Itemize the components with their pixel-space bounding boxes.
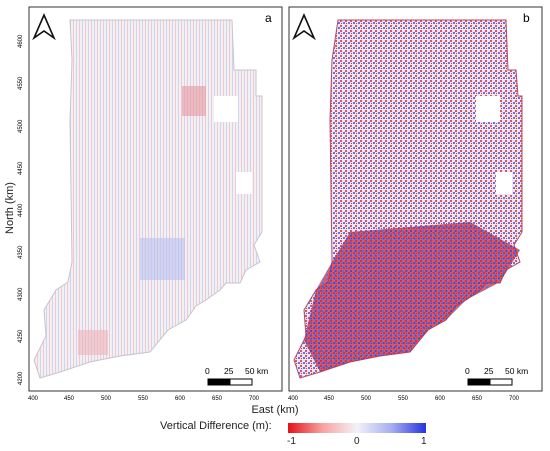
x-tick: 700 [249,396,260,402]
legend-title: Vertical Difference (m): [160,420,272,432]
panel-b-letter: b [523,11,530,25]
map-a-block-red2 [78,330,108,355]
scale-label-25: 25 [484,366,494,376]
y-tick: 4350 [18,245,24,259]
x-tick: 700 [509,396,520,402]
legend-colorbar [288,423,426,433]
map-b-dense-south [304,222,520,372]
x-ticks-a: 400 450 500 550 600 650 700 [28,396,260,402]
y-tick: 4500 [18,119,24,133]
north-arrow-icon [292,12,316,41]
y-tick: 4450 [18,161,24,175]
map-b-gap [476,96,500,122]
map-b-gap2 [496,172,512,194]
x-tick: 650 [472,396,483,402]
scale-label-50: 50 km [505,366,528,376]
y-tick: 4400 [18,203,24,217]
y-tick: 4300 [18,287,24,301]
y-tick: 4250 [18,329,24,343]
map-a-gap2 [236,172,252,194]
legend-tick-mid: 0 [354,436,360,447]
x-tick: 500 [101,396,112,402]
y-tick: 4550 [18,76,24,90]
x-tick: 400 [28,396,39,402]
legend-tick-max: 1 [421,436,427,447]
scale-label-50: 50 km [245,366,268,376]
x-tick: 450 [64,396,75,402]
y-tick: 4200 [18,371,24,385]
scale-bar-a: 0 25 50 km [205,366,268,386]
map-a-gap [214,96,238,122]
y-ticks: 4600 4550 4500 4450 4400 4350 4300 4250 … [18,34,24,385]
y-tick: 4600 [18,34,24,48]
scale-label-25: 25 [224,366,234,376]
legend-tick-min: -1 [287,436,296,447]
x-tick: 450 [324,396,335,402]
x-ticks-b: 400 450 500 550 600 650 700 [288,396,520,402]
scale-label-0: 0 [205,366,210,376]
x-tick: 600 [435,396,446,402]
x-tick: 500 [361,396,372,402]
x-tick: 550 [138,396,149,402]
panel-a-letter: a [265,11,272,25]
x-axis-label: East (km) [251,404,299,416]
x-tick: 650 [212,396,223,402]
north-arrow-icon [32,12,56,41]
x-tick: 600 [175,396,186,402]
scale-bar-b: 0 25 50 km [465,366,528,386]
x-tick: 550 [398,396,409,402]
x-tick: 400 [288,396,299,402]
map-a-block-red [182,86,206,116]
scale-label-0: 0 [465,366,470,376]
map-a-block-blue [140,238,185,280]
